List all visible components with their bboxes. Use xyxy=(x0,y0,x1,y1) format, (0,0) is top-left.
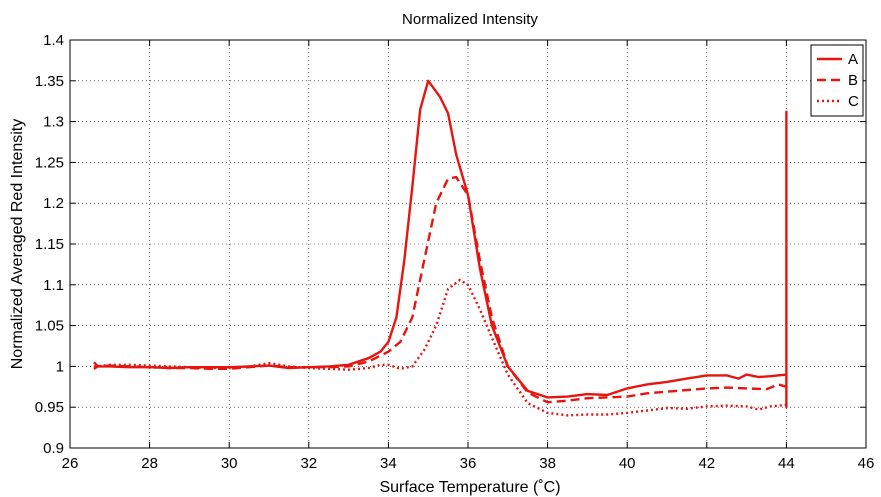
y-tick-label: 0.9 xyxy=(43,440,64,457)
legend-label-c: C xyxy=(848,93,859,110)
y-tick-label: 1.25 xyxy=(35,154,64,171)
y-tick-label: 1 xyxy=(56,358,64,375)
x-tick-label: 42 xyxy=(698,455,715,472)
x-tick-label: 38 xyxy=(539,455,556,472)
x-tick-label: 28 xyxy=(141,455,158,472)
y-axis-label: Normalized Averaged Red Intensity xyxy=(9,119,26,370)
x-tick-label: 26 xyxy=(62,455,79,472)
y-tick-label: 1.4 xyxy=(43,32,64,49)
y-tick-label: 1.1 xyxy=(43,277,64,294)
y-tick-label: 0.95 xyxy=(35,399,64,416)
x-tick-label: 40 xyxy=(619,455,636,472)
y-tick-label: 1.05 xyxy=(35,318,64,335)
series-line-c xyxy=(93,278,787,417)
legend-label-a: A xyxy=(848,51,858,68)
x-tick-label: 44 xyxy=(778,455,795,472)
y-tick-label: 1.3 xyxy=(43,114,64,131)
x-tick-label: 34 xyxy=(380,455,397,472)
series-line-b xyxy=(93,175,787,404)
chart-title: Normalized Intensity xyxy=(402,11,538,28)
x-axis-label: Surface Temperature (˚C) xyxy=(379,479,560,496)
legend-label-b: B xyxy=(848,72,858,89)
x-tick-label: 32 xyxy=(300,455,317,472)
plot-area: 26 28 30 32 34 36 38 40 42 44 46 0.9 0.95 1 1.05 1.1 1.1… xyxy=(35,32,875,472)
legend: ABC xyxy=(810,44,864,117)
y-tick-label: 1.2 xyxy=(43,195,64,212)
x-tick-label: 36 xyxy=(460,455,477,472)
y-tick-label: 1.15 xyxy=(35,236,64,253)
y-tick-label: 1.35 xyxy=(35,73,64,90)
x-tick-label: 46 xyxy=(858,455,875,472)
x-tick-label: 30 xyxy=(221,455,238,472)
